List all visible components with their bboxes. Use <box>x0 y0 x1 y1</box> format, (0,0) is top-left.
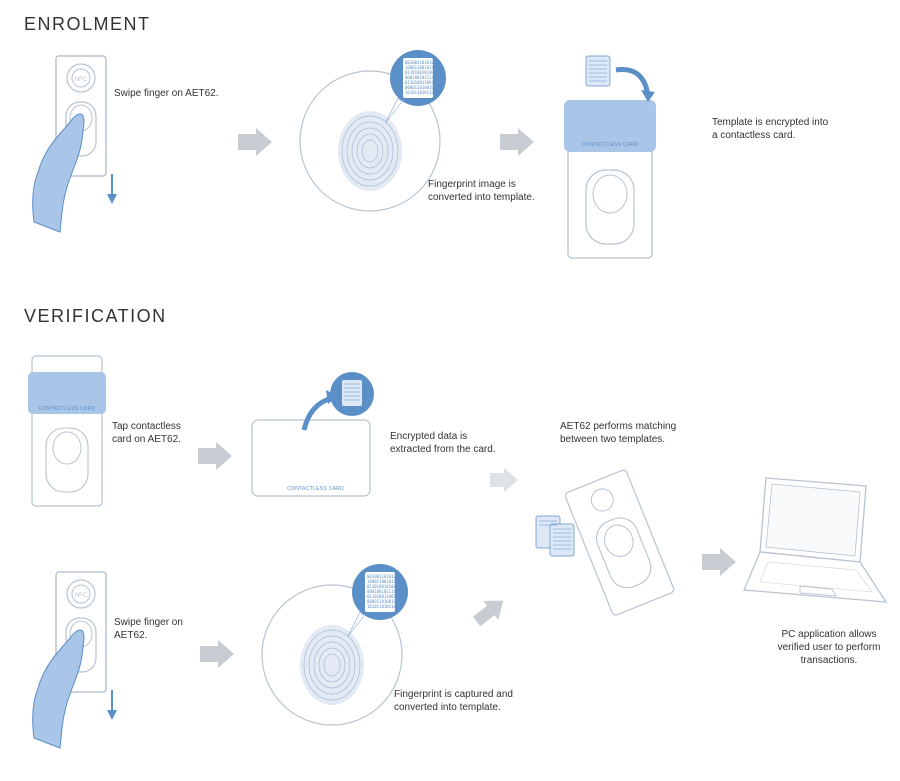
svg-text:NFC: NFC <box>75 77 88 83</box>
enrol-step1-caption: Swipe finger on AET62. <box>114 87 234 100</box>
verify-step4-caption: Swipe finger on AET62. <box>114 616 204 642</box>
verify-step5: 0010011010100 1000110010110 011010010100… <box>252 560 432 745</box>
card-reader-encrypt-icon: CONTACTLESS CARD <box>548 50 738 270</box>
verify-step1-caption: Tap contactless card on AET62. <box>112 420 202 446</box>
enrol-step3: CONTACTLESS CARD <box>548 50 738 275</box>
arrow-icon <box>500 128 534 156</box>
verify-step3 <box>526 440 706 625</box>
verify-step6-caption: PC application allows verified user to p… <box>764 628 894 667</box>
svg-text:NFC: NFC <box>75 593 88 599</box>
enrolment-title: ENROLMENT <box>24 14 151 35</box>
enrol-step1: NFC <box>24 52 164 257</box>
verify-step3-caption: AET62 performs matching between two temp… <box>560 420 710 446</box>
verify-step4: NFC <box>24 568 164 773</box>
enrol-step2-caption: Fingerprint image is converted into temp… <box>428 178 538 204</box>
card-extract-icon: CONTACTLESS CARD <box>244 370 404 510</box>
arrow-icon <box>472 592 512 632</box>
svg-text:CONTACTLESS CARD: CONTACTLESS CARD <box>39 406 96 412</box>
enrol-step3-caption: Template is encrypted into a contactless… <box>712 116 832 142</box>
svg-text:1010110101101: 1010110101101 <box>367 604 399 609</box>
arrow-icon <box>198 442 232 470</box>
verification-title: VERIFICATION <box>24 306 167 327</box>
arrow-icon <box>238 128 272 156</box>
verify-step5-caption: Fingerprint is captured and converted in… <box>394 688 524 714</box>
verify-step2-caption: Encrypted data is extracted from the car… <box>390 430 500 456</box>
reader-matching-icon <box>526 440 706 620</box>
arrow-icon <box>490 468 518 492</box>
arrow-icon <box>200 640 234 668</box>
contactless-card-label: CONTACTLESS CARD <box>582 142 639 148</box>
verify-step6 <box>736 466 896 631</box>
verify-step2: CONTACTLESS CARD <box>244 370 404 515</box>
fingerprint-reader-swipe-icon: NFC <box>24 52 164 252</box>
arrow-icon <box>702 548 736 576</box>
svg-text:1010110101101: 1010110101101 <box>405 90 437 95</box>
svg-text:CONTACTLESS CARD: CONTACTLESS CARD <box>287 486 344 492</box>
fingerprint-reader-swipe-icon: NFC <box>24 568 164 768</box>
laptop-icon <box>736 466 896 626</box>
